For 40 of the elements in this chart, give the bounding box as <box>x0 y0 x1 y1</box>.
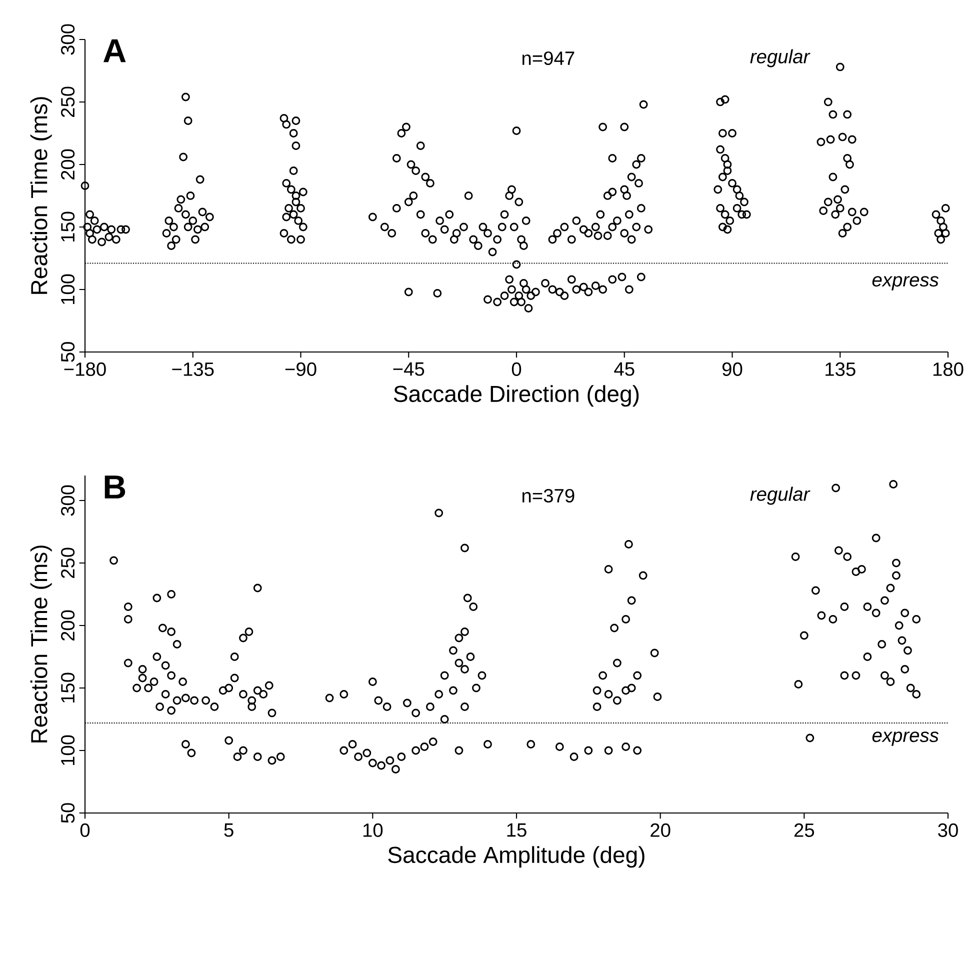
y-tick-label: 300 <box>61 24 75 55</box>
x-tick-label: 0 <box>512 362 522 376</box>
x-tick-label: 20 <box>650 823 670 837</box>
x-tick-label: −90 <box>285 362 316 376</box>
x-tick-label: −45 <box>393 362 424 376</box>
y-tick-label: 150 <box>61 672 75 703</box>
y-tick-label: 200 <box>61 149 75 180</box>
annotation: regular <box>750 486 810 505</box>
annotation: n=379 <box>522 488 574 503</box>
y-tick-label: 150 <box>61 212 75 242</box>
chart-title: A <box>103 39 126 62</box>
y-axis-title: Reaction Time (ms) <box>30 97 52 294</box>
annotation: express <box>872 732 939 746</box>
x-tick-label: 5 <box>224 823 234 837</box>
x-tick-label: 180 <box>933 362 964 376</box>
y-axis-title: Reaction Time (ms) <box>30 546 52 742</box>
annotation: regular <box>750 49 810 68</box>
x-tick-label: 90 <box>722 362 742 376</box>
x-tick-label: 45 <box>614 362 634 376</box>
x-tick-label: 25 <box>794 823 814 837</box>
y-tick-label: 300 <box>61 485 75 516</box>
y-tick-label: 100 <box>61 274 75 304</box>
x-tick-label: −180 <box>64 362 106 376</box>
x-tick-label: 0 <box>80 823 90 837</box>
x-tick-label: 135 <box>826 362 856 376</box>
annotation: n=947 <box>522 51 574 66</box>
annotation: express <box>872 276 939 290</box>
y-tick-label: 200 <box>61 610 75 641</box>
chart-title: B <box>104 476 126 498</box>
x-axis-title: Saccade Direction (deg) <box>394 385 639 407</box>
x-tick-label: −135 <box>172 362 214 376</box>
y-tick-label: 250 <box>61 86 75 118</box>
x-axis-title: Saccade Amplitude (deg) <box>388 846 644 868</box>
y-tick-label: 50 <box>61 803 75 823</box>
y-tick-label: 250 <box>61 548 75 578</box>
x-tick-label: 30 <box>938 823 958 837</box>
x-tick-label: 15 <box>507 823 526 837</box>
y-tick-label: 50 <box>61 342 75 362</box>
y-tick-label: 100 <box>61 735 75 766</box>
x-tick-label: 10 <box>363 823 383 837</box>
